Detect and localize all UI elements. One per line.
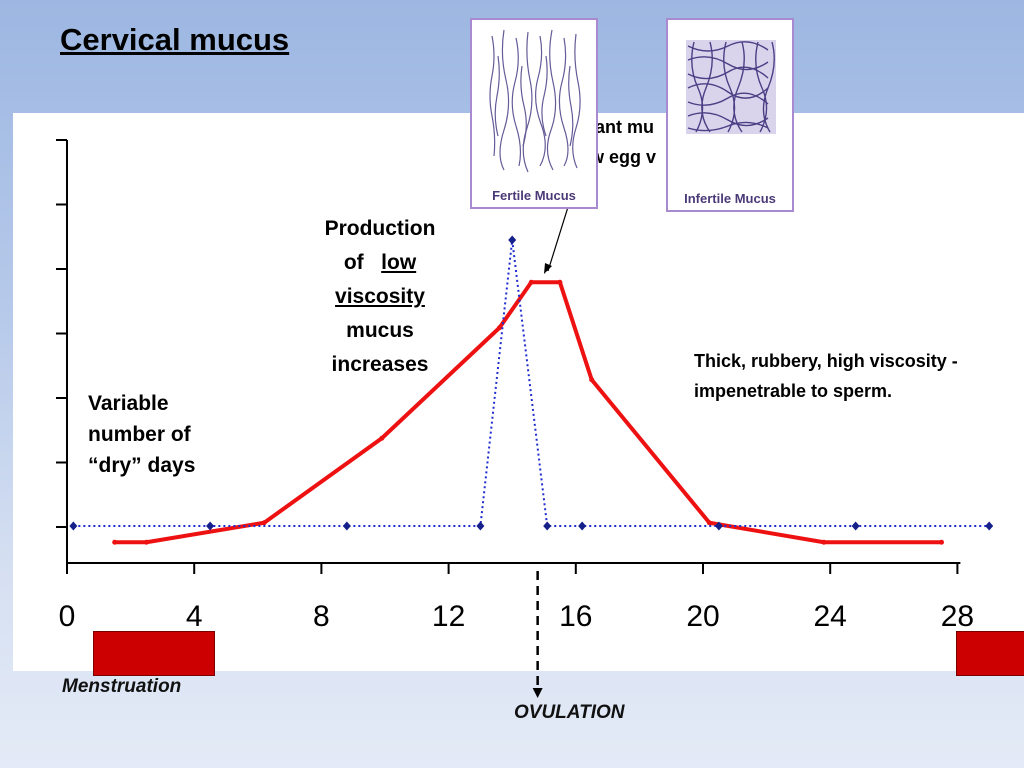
production-annotation: Production of low viscosity mucus increa… xyxy=(300,212,460,382)
mucus-data-point xyxy=(261,520,267,526)
dry-days-line3: “dry” days xyxy=(88,454,196,477)
x-tick-label: 8 xyxy=(313,600,330,633)
fertile-mucus-image: Fertile Mucus xyxy=(470,18,598,209)
x-tick-label: 20 xyxy=(686,600,719,633)
hormone-data-point xyxy=(985,521,994,531)
hormone-data-point xyxy=(851,521,860,531)
hormone-data-point xyxy=(508,235,517,245)
hormone-data-point xyxy=(69,521,78,531)
x-tick-label: 4 xyxy=(186,600,203,633)
infertile-mucus-mesh xyxy=(686,40,776,134)
thick-mucus-annotation: Thick, rubbery, high viscosity - impenet… xyxy=(694,351,958,401)
mucus-data-point xyxy=(528,279,534,285)
ovulation-label: OVULATION xyxy=(514,702,625,723)
x-tick-label: 24 xyxy=(814,600,847,633)
partial-annotation-text: lant mu w egg v xyxy=(590,117,657,167)
production-line1: Production xyxy=(324,217,436,240)
x-tick-label: 28 xyxy=(941,600,974,633)
chart-series xyxy=(69,235,994,545)
mucus-data-point xyxy=(557,279,563,285)
ovulation-marker xyxy=(532,206,569,698)
infertile-mucus-caption: Infertile Mucus xyxy=(684,191,776,206)
fertile-mucus-caption: Fertile Mucus xyxy=(492,188,576,203)
production-line2: of low xyxy=(300,246,460,280)
chart-axes xyxy=(56,139,961,574)
fertile-pointer-line xyxy=(547,206,569,272)
mucus-viscosity-line xyxy=(114,280,942,545)
production-line3: viscosity xyxy=(300,280,460,314)
dry-days-line2: number of xyxy=(88,423,191,446)
hormone-data-point xyxy=(342,521,351,531)
production-line4: mucus xyxy=(346,319,414,342)
hormone-data-point xyxy=(578,521,587,531)
fertile-pointer-arrowhead xyxy=(544,263,552,274)
mucus-data-point xyxy=(706,520,712,526)
fertile-mucus-strands xyxy=(489,29,581,173)
production-line5: increases xyxy=(331,353,429,376)
production-low: low xyxy=(381,251,417,274)
hormone-data-point xyxy=(543,521,552,531)
x-tick-labels: 0 4 8 12 16 20 24 28 xyxy=(59,600,974,633)
ovulation-arrowhead xyxy=(532,688,543,698)
menstruation-bar-left xyxy=(93,631,215,676)
slide-title: Cervical mucus xyxy=(60,22,290,57)
x-tick-label: 12 xyxy=(432,600,465,633)
menstruation-bar-right xyxy=(956,631,1024,676)
production-of: of xyxy=(343,251,364,274)
mucus-data-point xyxy=(939,539,944,545)
dry-days-line1: Variable xyxy=(88,392,169,415)
x-tick-label: 16 xyxy=(559,600,592,633)
mucus-data-point xyxy=(496,325,502,331)
infertile-mucus-image: Infertile Mucus xyxy=(666,18,794,212)
mucus-data-point xyxy=(821,539,827,545)
menstruation-label: Menstruation xyxy=(62,676,182,697)
x-tick-label: 0 xyxy=(59,600,76,633)
mucus-data-point xyxy=(112,539,118,545)
mucus-data-point xyxy=(589,377,595,383)
hormone-data-point xyxy=(714,521,723,531)
production-viscosity: viscosity xyxy=(335,285,425,308)
dry-days-annotation: Variable number of “dry” days xyxy=(88,388,195,481)
mucus-data-point xyxy=(144,539,149,545)
hormone-data-point xyxy=(476,521,485,531)
hormone-dotted-line xyxy=(73,239,990,527)
hormone-data-point xyxy=(206,521,215,531)
mucus-data-point xyxy=(379,435,385,441)
